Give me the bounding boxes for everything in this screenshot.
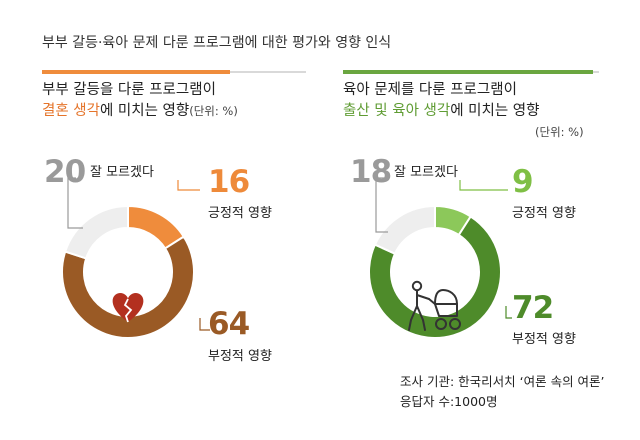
left-negative-label: 부정적 영향: [208, 349, 272, 364]
parent-with-stroller-icon: [408, 280, 461, 331]
left-positive-value: 16: [208, 164, 250, 200]
right-slice-unsure: [373, 204, 436, 256]
page-title: 부부 갈등·육아 문제 다룬 프로그램에 대한 평가와 영향 인식: [42, 35, 392, 51]
left-panel-title: 부부 갈등을 다룬 프로그램이 결혼 생각에 미치는 영향(단위: %): [42, 80, 238, 122]
left-title-line2: 결혼 생각에 미치는 영향(단위: %): [42, 101, 238, 122]
source-info: 조사 기관: 한국리서치 ‘여론 속의 여론’ 응답자 수:1000명: [400, 372, 605, 412]
right-panel-title: 육아 문제를 다룬 프로그램이 출산 및 육아 생각에 미치는 영향 (단위: …: [343, 80, 584, 143]
left-title-line1: 부부 갈등을 다룬 프로그램이: [42, 82, 216, 98]
left-title-rest: 에 미치는 영향: [99, 103, 190, 119]
right-title-highlight: 출산 및 육아 생각: [343, 103, 451, 119]
leader-line-right-positive: [459, 180, 508, 191]
source-line2: 응답자 수:1000명: [400, 394, 498, 409]
right-unsure-value: 18: [350, 154, 392, 190]
left-divider-accent: [42, 70, 230, 74]
right-unsure-label: 잘 모르겠다: [394, 165, 458, 180]
right-negative-label: 부정적 영향: [512, 332, 576, 347]
leader-line-right-negative: [505, 306, 512, 319]
left-unsure-label: 잘 모르겠다: [90, 165, 154, 180]
left-unit: (단위: %): [189, 104, 238, 118]
left-title-highlight: 결혼 생각: [42, 103, 100, 119]
left-slice-negative: [61, 235, 195, 339]
right-positive-value: 9: [512, 164, 534, 200]
left-donut: [61, 204, 195, 339]
leader-line-left-positive: [177, 180, 200, 191]
right-title-line1: 육아 문제를 다룬 프로그램이: [343, 82, 517, 98]
right-title-rest: 에 미치는 영향: [450, 103, 540, 119]
left-negative-value: 64: [208, 306, 250, 342]
right-positive-label: 긍정적 영향: [512, 206, 576, 221]
leader-line-right-unsure: [375, 177, 388, 233]
left-unsure-value: 20: [44, 154, 86, 190]
left-slice-unsure: [63, 204, 129, 260]
right-title-line2: 출산 및 육아 생각에 미치는 영향: [343, 101, 584, 122]
leader-line-left-negative: [199, 318, 210, 331]
source-line1: 조사 기관: 한국리서치 ‘여론 속의 여론’: [400, 374, 605, 389]
right-divider-accent: [343, 70, 593, 74]
leader-line-left-unsure: [67, 177, 83, 229]
right-slice-negative: [368, 215, 502, 339]
right-negative-value: 72: [512, 290, 554, 326]
right-donut: [368, 204, 502, 339]
left-positive-label: 긍정적 영향: [208, 206, 272, 221]
right-unit: (단위: %): [535, 125, 584, 139]
broken-heart-icon: [112, 293, 144, 323]
